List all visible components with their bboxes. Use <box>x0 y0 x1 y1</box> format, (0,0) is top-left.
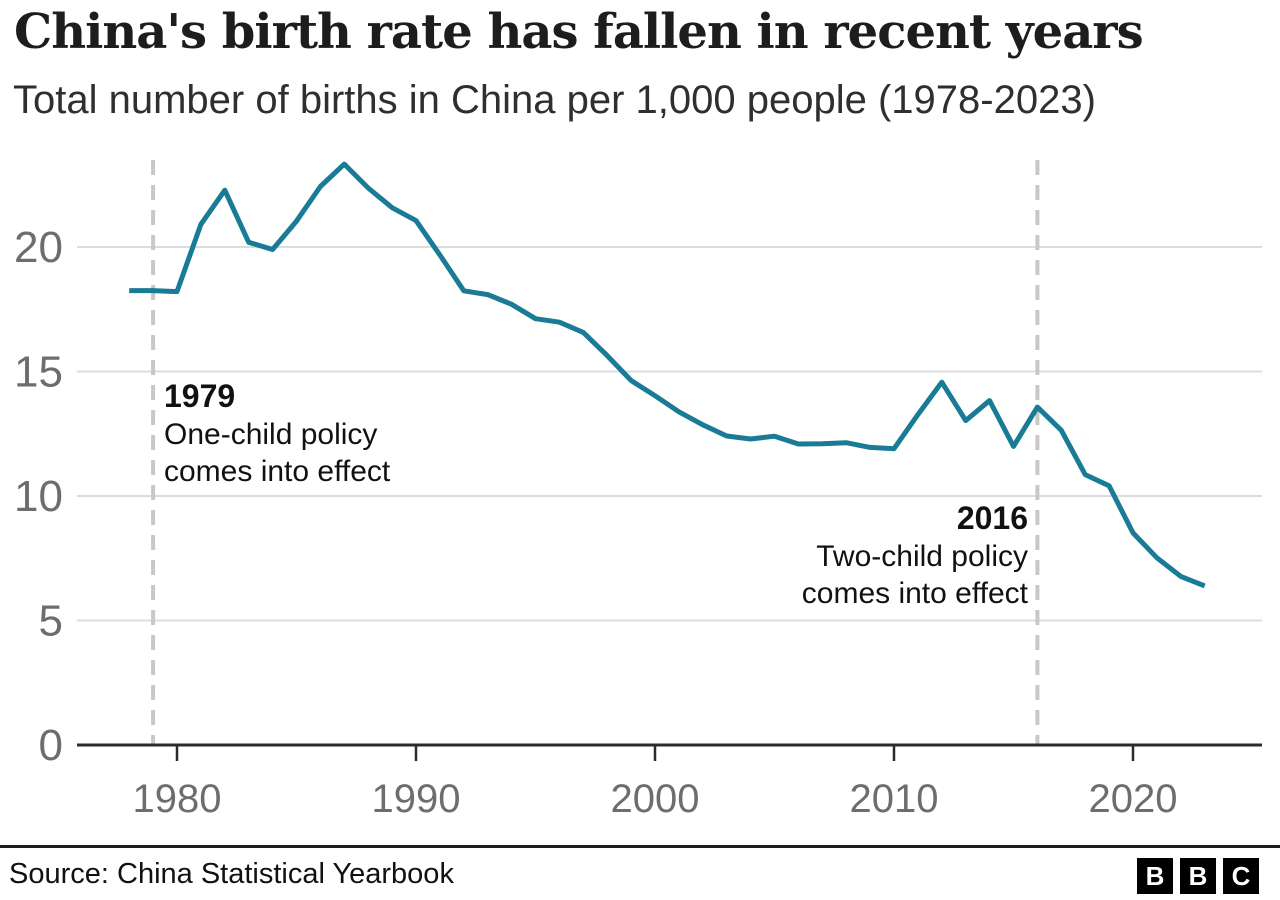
annotation-text: comes into effect <box>801 577 1028 610</box>
y-tick-label: 0 <box>39 721 63 770</box>
annotation-year: 1979 <box>164 378 236 414</box>
x-tick-label: 1980 <box>133 777 222 821</box>
axis-labels: 0 5 10 15 20 1980 1990 2000 2010 2020 <box>14 223 1177 821</box>
birth-rate-line <box>129 161 1206 589</box>
bbc-logo-block: B <box>1180 858 1216 894</box>
x-tick-label: 1990 <box>372 777 461 821</box>
annotation-text: comes into effect <box>164 455 391 488</box>
x-tick-label: 2020 <box>1089 777 1178 821</box>
x-tick-label: 2000 <box>611 777 700 821</box>
y-tick-label: 5 <box>39 597 63 646</box>
annotation-text: Two-child policy <box>816 540 1028 573</box>
y-tick-label: 10 <box>14 472 63 521</box>
axes <box>77 743 1262 761</box>
bbc-logo-block: B <box>1137 858 1173 894</box>
annotation-year: 2016 <box>956 500 1028 536</box>
annotation-text: One-child policy <box>164 418 378 451</box>
footer-divider <box>0 845 1280 848</box>
source-text: Source: China Statistical Yearbook <box>9 858 454 890</box>
annotation-two-child-policy: 2016 Two-child policy comes into effect <box>802 498 1028 612</box>
y-tick-label: 15 <box>14 348 63 397</box>
annotation-one-child-policy: 1979 One-child policy comes into effect <box>164 376 390 490</box>
chart-title: China's birth rate has fallen in recent … <box>14 4 1144 60</box>
y-tick-label: 20 <box>14 223 63 272</box>
bbc-logo: B B C <box>1137 858 1259 894</box>
birth-rate-line-chart: 0 5 10 15 20 1980 1990 2000 2010 2020 <box>14 160 1262 821</box>
policy-reference-lines <box>151 160 1040 744</box>
chart-subtitle: Total number of births in China per 1,00… <box>13 78 1096 122</box>
bbc-logo-block: C <box>1223 858 1259 894</box>
x-tick-label: 2010 <box>850 777 939 821</box>
